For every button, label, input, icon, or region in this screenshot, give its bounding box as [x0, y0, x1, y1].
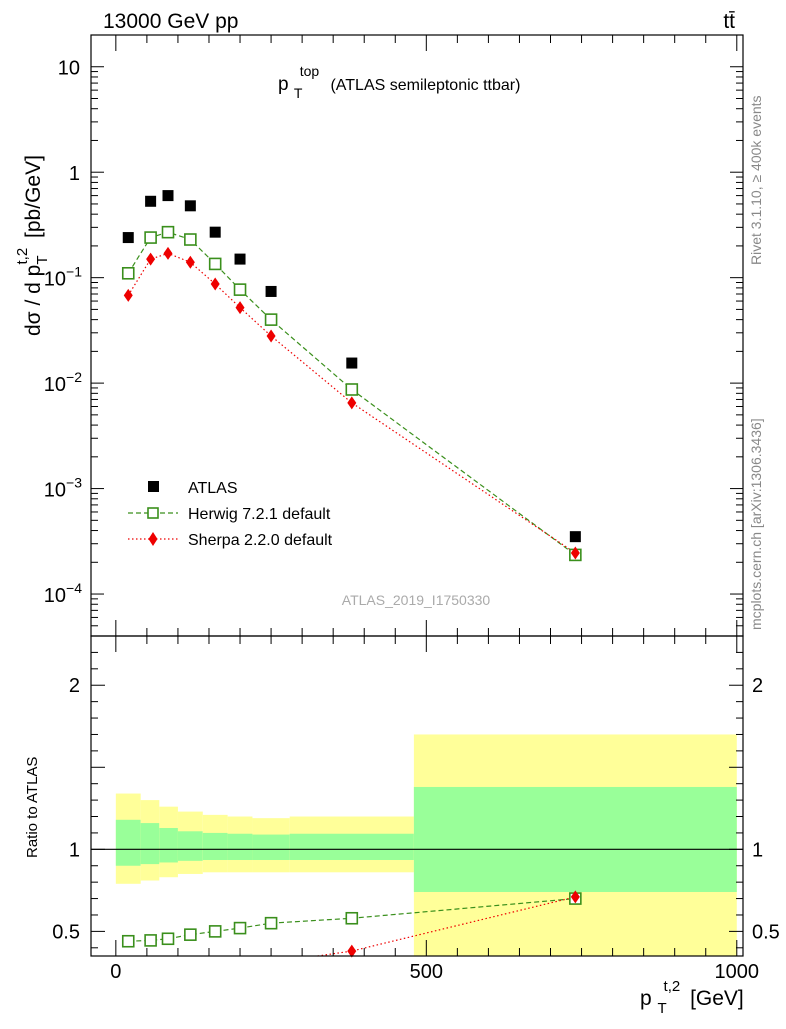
sherpa-main-point — [347, 396, 357, 410]
legend-herwig-marker — [147, 507, 159, 519]
sherpa-main-point — [210, 277, 220, 291]
band-inner-1 — [140, 823, 160, 865]
herwig-ratio-point — [161, 932, 175, 946]
herwig-main-point — [208, 257, 222, 271]
herwig-main-point — [161, 225, 175, 239]
sherpa-main-point — [266, 329, 276, 343]
x-axis-label-sup: t,2 — [664, 978, 681, 995]
ratio-y-tick-label-right: 1 — [752, 839, 763, 861]
sherpa-ratio-point — [347, 944, 357, 958]
x-axis-label-p: p — [640, 987, 652, 1010]
atlas-data-point — [346, 357, 358, 369]
herwig-ratio-point — [184, 928, 197, 941]
legend: ATLAS Herwig 7.2.1 default Sherpa 2.2.0 … — [128, 480, 333, 549]
main-y-tick-label: 10 — [58, 58, 80, 80]
ratio-y-tick-label-left: 1 — [69, 839, 80, 861]
energy-label: 13000 GeV pp — [103, 10, 238, 33]
atlas-data-point — [122, 232, 134, 244]
sherpa-main-point — [570, 546, 580, 560]
main-y-tick-label: 10−1 — [44, 264, 82, 291]
sherpa-ratio-point — [570, 890, 580, 904]
ratio-panel-frame — [90, 635, 744, 957]
axes: 10 1 10−1 10−2 10−3 10−4 0 500 1000 0.5 0.5 1 1 2 2 — [44, 34, 780, 983]
sherpa-main-point — [146, 252, 156, 266]
main-title-rest: (ATLAS semileptonic ttbar) — [330, 77, 520, 94]
herwig-ratio-point — [144, 934, 157, 947]
ratio-y-tick-label-left: 0.5 — [52, 921, 80, 943]
x-axis-label: p T t,2 [GeV] — [640, 973, 744, 1018]
band-inner-5 — [227, 833, 253, 860]
sherpa-main-line — [127, 252, 576, 554]
herwig-main-point — [121, 266, 135, 280]
atlas-data-point — [209, 226, 221, 238]
process-label: tt̄ — [723, 10, 735, 33]
band-inner-7 — [289, 833, 414, 860]
ratio-y-axis-label: Ratio to ATLAS — [24, 757, 41, 858]
herwig-main-point — [184, 233, 197, 246]
main-y-tick-label: 10−2 — [44, 369, 82, 396]
band-inner-6 — [252, 834, 290, 860]
legend-atlas-marker — [148, 481, 159, 492]
herwig-main-point — [264, 313, 278, 326]
atlas-data-point — [145, 195, 157, 207]
sherpa-main-point — [235, 301, 245, 315]
x-axis-label-unit: [GeV] — [690, 987, 744, 1010]
herwig-ratio-point — [121, 934, 135, 948]
band-inner-3 — [177, 831, 203, 861]
herwig-main-point — [233, 283, 247, 296]
main-title-p: p — [278, 74, 289, 95]
legend-atlas-label: ATLAS — [188, 480, 238, 497]
herwig-ratio-point — [208, 925, 222, 938]
main-y-tick-label: 10−3 — [44, 475, 82, 502]
x-tick-label: 500 — [410, 961, 443, 983]
band-inner-0 — [115, 819, 141, 866]
main-panel-marks — [121, 190, 582, 562]
sherpa-main-point — [163, 246, 173, 260]
ratio-panel-marks — [121, 890, 582, 958]
main-title-sub: T — [294, 85, 303, 101]
sherpa-main-point — [185, 255, 195, 269]
band-inner-2 — [159, 828, 178, 863]
band-inner-8 — [413, 786, 737, 892]
band-inner-4 — [202, 832, 228, 860]
ratio-y-tick-label-left: 2 — [69, 675, 80, 697]
legend-herwig-label: Herwig 7.2.1 default — [188, 506, 331, 523]
main-y-axis-label: dσ / d pTt,2 [pb/GeV] — [14, 155, 51, 336]
legend-sherpa-label: Sherpa 2.2.0 default — [188, 532, 333, 549]
herwig-ratio-point — [264, 916, 278, 930]
herwig-ratio-point — [233, 921, 247, 935]
herwig-main-point — [144, 231, 157, 244]
herwig-ratio-point — [345, 911, 359, 925]
atlas-data-point — [265, 285, 277, 297]
sherpa-main-point — [123, 288, 133, 302]
legend-sherpa-marker — [148, 532, 158, 546]
atlas-data-point — [162, 190, 174, 202]
atlas-data-point — [234, 253, 246, 265]
x-tick-label: 1000 — [715, 961, 760, 983]
ratio-uncertainty-bands — [91, 734, 743, 956]
main-title: p T top (ATLAS semileptonic ttbar) — [278, 60, 520, 103]
rivet-label: Rivet 3.1.10, ≥ 400k events — [748, 95, 764, 265]
ratio-y-tick-label-right: 2 — [752, 675, 763, 697]
main-y-tick-label: 10−4 — [44, 580, 82, 607]
herwig-main-point — [345, 383, 359, 396]
mcplots-label: mcplots.cern.ch [arXiv:1306.3436] — [748, 418, 764, 630]
x-tick-label: 0 — [110, 961, 121, 983]
main-title-sup: top — [300, 63, 320, 79]
x-axis-label-sub: T — [658, 1000, 667, 1017]
ratio-y-tick-label-right: 0.5 — [752, 921, 780, 943]
atlas-data-point — [184, 200, 196, 212]
main-y-tick-label: 1 — [69, 163, 80, 185]
atlas-data-point — [569, 531, 581, 543]
analysis-watermark: ATLAS_2019_I1750330 — [342, 592, 491, 608]
